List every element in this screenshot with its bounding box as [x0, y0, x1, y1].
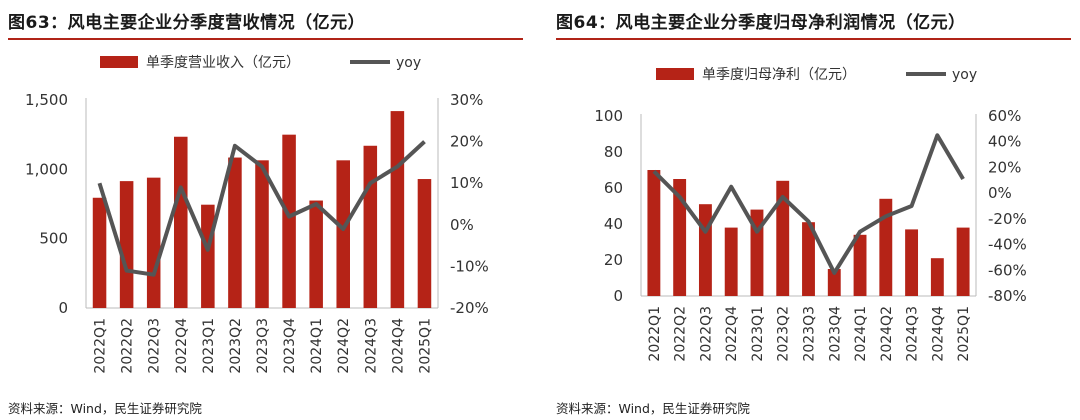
bar: [879, 198, 893, 296]
legend-bar-label: 单季度归母净利（亿元）: [702, 66, 856, 83]
right-tick-label: 10%: [450, 174, 483, 192]
left-tick-label: 20: [604, 251, 623, 269]
bar: [827, 269, 841, 296]
right-tick-label: 40%: [988, 133, 1021, 151]
left-tick-label: 0: [613, 287, 623, 305]
x-tick-label: 2022Q4: [724, 306, 740, 362]
left-tick-label: 500: [39, 230, 68, 248]
right-tick-label: 0%: [988, 184, 1012, 202]
bar: [417, 179, 432, 308]
chart-panel-net-profit: 图64：风电主要企业分季度归母净利润情况（亿元） 单季度归母净利（亿元） yoy 1…: [548, 0, 1078, 420]
bar: [930, 258, 944, 296]
bar: [174, 136, 188, 308]
title-rule: [8, 38, 523, 40]
x-tick-label: 2024Q1: [853, 306, 869, 362]
bar: [201, 204, 215, 308]
bar: [673, 179, 687, 296]
x-tick-label: 2023Q4: [827, 306, 843, 362]
legend-bar-label: 单季度营业收入（亿元）: [146, 55, 300, 71]
x-tick-label: 2024Q2: [336, 318, 352, 374]
x-tick-label: 2023Q3: [802, 306, 818, 362]
bar: [336, 160, 350, 308]
right-tick-label: 20%: [988, 158, 1021, 176]
bar: [390, 111, 405, 309]
revenue-chart: 单季度营业收入（亿元） yoy 1,500 1,000 500 0 30% 20% 10% 0% -…: [25, 55, 489, 374]
bar: [92, 197, 107, 308]
net-profit-chart: 单季度归母净利（亿元） yoy 100 80 60 40 20 0 60% 40% 20% 0% -20…: [594, 66, 1027, 362]
bar: [956, 227, 970, 296]
x-tick-label: 2022Q2: [673, 306, 689, 362]
left-tick-label: 40: [604, 215, 623, 233]
left-tick-label: 1,000: [25, 160, 68, 178]
bar: [255, 160, 269, 308]
x-tick-label: 2024Q4: [930, 306, 946, 362]
bar: [724, 227, 738, 296]
left-tick-label: 100: [594, 107, 623, 125]
legend-line-label: yoy: [952, 67, 977, 83]
right-tick-label: 0%: [450, 216, 474, 234]
right-tick-label: 60%: [988, 107, 1021, 125]
bar: [802, 222, 815, 296]
x-tick-label: 2022Q4: [174, 318, 190, 374]
bar: [647, 170, 661, 296]
x-tick-label: 2023Q1: [201, 318, 217, 374]
right-tick-label: -20%: [450, 299, 489, 317]
right-tick-label: -60%: [988, 261, 1027, 279]
bar: [698, 204, 712, 296]
bar: [363, 145, 378, 308]
x-tick-label: 2022Q1: [93, 318, 109, 374]
bar: [228, 157, 242, 308]
legend-bar-swatch: [100, 56, 138, 68]
x-tick-label: 2023Q4: [282, 318, 298, 374]
right-tick-label: -80%: [988, 287, 1027, 305]
x-tick-label: 2022Q2: [120, 318, 136, 374]
source-note: 资料来源：Wind，民生证券研究院: [8, 401, 202, 416]
x-tick-label: 2023Q1: [750, 306, 766, 362]
left-tick-label: 60: [604, 179, 623, 197]
right-tick-label: 30%: [450, 91, 483, 109]
x-tick-label: 2022Q3: [147, 318, 163, 374]
right-tick-label: -10%: [450, 257, 489, 275]
chart-panel-revenue: 图63：风电主要企业分季度营收情况（亿元） 单季度营业收入（亿元） yoy 1,50…: [0, 0, 530, 420]
x-tick-label: 2025Q1: [956, 306, 972, 362]
x-tick-label: 2025Q1: [417, 318, 433, 374]
bar: [309, 200, 323, 308]
x-tick-label: 2024Q1: [309, 318, 325, 374]
legend-line-label: yoy: [396, 55, 421, 71]
right-tick-label: 20%: [450, 133, 483, 151]
bar: [776, 180, 790, 296]
x-tick-label: 2022Q3: [698, 306, 714, 362]
right-tick-label: -40%: [988, 236, 1027, 254]
x-tick-label: 2023Q2: [228, 318, 244, 374]
left-tick-label: 1,500: [25, 91, 68, 109]
x-tick-label: 2024Q2: [879, 306, 895, 362]
x-tick-label: 2024Q3: [905, 306, 921, 362]
bar: [905, 229, 919, 296]
legend-bar-swatch: [656, 68, 694, 80]
source-note: 资料来源：Wind，民生证券研究院: [556, 401, 750, 416]
bar: [282, 134, 296, 308]
right-tick-label: -20%: [988, 210, 1027, 228]
chart-title: 图63：风电主要企业分季度营收情况（亿元）: [8, 13, 366, 33]
chart-title: 图64：风电主要企业分季度归母净利润情况（亿元）: [556, 13, 966, 33]
left-tick-label: 80: [604, 143, 623, 161]
bar: [750, 209, 764, 296]
bar: [853, 234, 867, 296]
bar: [119, 181, 134, 308]
x-tick-label: 2024Q4: [390, 318, 406, 374]
x-tick-label: 2023Q3: [255, 318, 271, 374]
x-tick-label: 2022Q1: [647, 306, 663, 362]
left-tick-label: 0: [58, 299, 68, 317]
x-tick-label: 2023Q2: [776, 306, 792, 362]
title-rule: [556, 38, 1071, 40]
x-tick-label: 2024Q3: [363, 318, 379, 374]
bar: [146, 177, 161, 308]
